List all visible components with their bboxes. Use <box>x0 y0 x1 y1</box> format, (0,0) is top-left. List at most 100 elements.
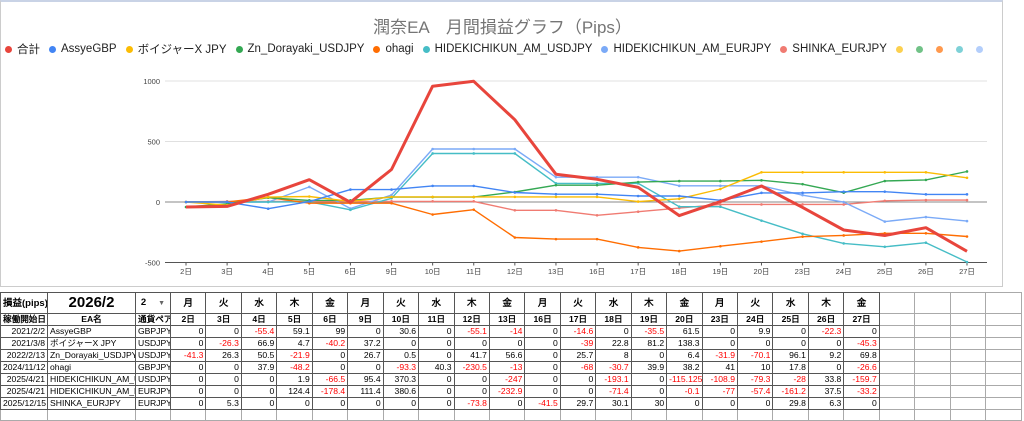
month-select[interactable]: 2 ▼ <box>135 292 171 314</box>
empty-cell[interactable] <box>878 349 916 362</box>
start-date-cell[interactable]: 2025/4/21 <box>0 385 48 398</box>
pips-cell[interactable]: 0 <box>418 325 455 338</box>
pips-cell[interactable]: 6.3 <box>807 397 845 410</box>
pips-cell[interactable]: 22.8 <box>595 337 632 350</box>
empty-cell[interactable] <box>985 361 1022 374</box>
empty-cell[interactable] <box>878 292 916 314</box>
pips-cell[interactable]: -108.9 <box>701 373 739 386</box>
pips-cell[interactable]: 9.9 <box>736 325 774 338</box>
pips-cell[interactable]: 0 <box>418 373 455 386</box>
empty-cell[interactable] <box>985 325 1022 338</box>
legend-dot-icon[interactable] <box>935 45 943 53</box>
legend-item[interactable]: HIDEKICHIKUN_AM_EURJPY <box>601 43 771 55</box>
pips-cell[interactable]: 37.9 <box>240 361 278 374</box>
pips-cell[interactable]: 99 <box>311 325 349 338</box>
pips-cell[interactable]: 0 <box>169 373 207 386</box>
pips-cell[interactable]: 0 <box>382 397 420 410</box>
pips-cell[interactable]: -57.4 <box>736 385 774 398</box>
pips-cell[interactable]: 0 <box>418 337 455 350</box>
empty-cell[interactable] <box>240 409 278 421</box>
pips-cell[interactable]: 0 <box>169 337 207 350</box>
pips-cell[interactable]: -193.1 <box>595 373 632 386</box>
pips-cell[interactable]: 380.6 <box>382 385 420 398</box>
empty-cell[interactable] <box>524 409 561 421</box>
empty-cell[interactable] <box>949 385 987 398</box>
pips-cell[interactable]: 0 <box>807 337 845 350</box>
pips-cell[interactable]: -232.9 <box>488 385 526 398</box>
empty-cell[interactable] <box>559 409 597 421</box>
pips-cell[interactable]: -26.6 <box>843 361 880 374</box>
pips-cell[interactable]: -14 <box>488 325 526 338</box>
pips-cell[interactable]: 0 <box>701 337 739 350</box>
legend-dot-icon[interactable] <box>915 45 923 53</box>
pips-cell[interactable]: -115.125 <box>666 373 703 386</box>
empty-cell[interactable] <box>772 409 809 421</box>
pips-cell[interactable]: -22.3 <box>807 325 845 338</box>
ea-name-cell[interactable]: HIDEKICHIKUN_AM_USDJPY <box>47 373 136 386</box>
pips-cell[interactable]: 0 <box>772 337 809 350</box>
pips-cell[interactable]: -77 <box>701 385 739 398</box>
ea-name-cell[interactable]: ボイジャーX JPY <box>47 337 136 350</box>
pips-cell[interactable]: 0.5 <box>382 349 420 362</box>
currency-pair-cell[interactable]: EURJPY <box>135 397 171 410</box>
pips-cell[interactable]: -161.2 <box>772 385 809 398</box>
pips-cell[interactable]: 56.6 <box>488 349 526 362</box>
pips-cell[interactable]: 0 <box>524 373 561 386</box>
pips-cell[interactable]: 138.3 <box>666 337 703 350</box>
pips-cell[interactable]: 96.1 <box>772 349 809 362</box>
pips-cell[interactable]: -21.9 <box>276 349 313 362</box>
empty-cell[interactable] <box>949 313 987 326</box>
pips-cell[interactable]: 111.4 <box>347 385 384 398</box>
pips-cell[interactable]: 0 <box>524 385 561 398</box>
empty-cell[interactable] <box>914 313 951 326</box>
pips-cell[interactable]: 0 <box>524 361 561 374</box>
pips-cell[interactable]: 1.9 <box>276 373 313 386</box>
pips-cell[interactable]: -178.4 <box>311 385 349 398</box>
pips-cell[interactable]: -70.1 <box>736 349 774 362</box>
pips-cell[interactable]: -30.7 <box>595 361 632 374</box>
ea-name-cell[interactable]: HIDEKICHIKUN_AM_EURJPY <box>47 385 136 398</box>
pips-cell[interactable]: 41.7 <box>453 349 490 362</box>
empty-cell[interactable] <box>949 349 987 362</box>
ea-name-cell[interactable]: Zn_Dorayaki_USDJPY <box>47 349 136 362</box>
pips-cell[interactable]: 17.8 <box>772 361 809 374</box>
empty-cell[interactable] <box>949 292 987 314</box>
pips-cell[interactable]: 0 <box>347 361 384 374</box>
empty-cell[interactable] <box>985 349 1022 362</box>
empty-cell[interactable] <box>878 325 916 338</box>
legend-item[interactable]: AssyeGBP <box>49 43 117 55</box>
pips-cell[interactable]: 0 <box>524 349 561 362</box>
pips-cell[interactable]: 0 <box>347 325 384 338</box>
currency-pair-cell[interactable]: EURJPY <box>135 385 171 398</box>
pips-cell[interactable]: 0 <box>240 397 278 410</box>
pips-cell[interactable]: -45.3 <box>843 337 880 350</box>
pips-cell[interactable]: -0.1 <box>666 385 703 398</box>
pips-cell[interactable]: 30.6 <box>382 325 420 338</box>
pips-cell[interactable]: 0 <box>666 397 703 410</box>
pips-cell[interactable]: 0 <box>630 385 668 398</box>
pips-cell[interactable]: 0 <box>630 349 668 362</box>
start-date-cell[interactable]: 2021/3/8 <box>0 337 48 350</box>
pips-cell[interactable]: -79.3 <box>736 373 774 386</box>
pips-cell[interactable]: 0 <box>311 397 349 410</box>
pips-cell[interactable]: -159.7 <box>843 373 880 386</box>
empty-cell[interactable] <box>878 397 916 410</box>
empty-cell[interactable] <box>949 325 987 338</box>
pips-cell[interactable]: 38.2 <box>666 361 703 374</box>
pips-cell[interactable]: 0 <box>382 337 420 350</box>
pips-cell[interactable]: 81.2 <box>630 337 668 350</box>
pips-cell[interactable]: 0 <box>488 337 526 350</box>
pips-cell[interactable]: 0 <box>807 361 845 374</box>
legend-dot-icon[interactable] <box>895 45 903 53</box>
pips-cell[interactable]: 0 <box>843 325 880 338</box>
empty-cell[interactable] <box>595 409 632 421</box>
legend-item[interactable]: ohagi <box>373 43 414 55</box>
empty-cell[interactable] <box>418 409 455 421</box>
start-date-cell[interactable]: 2022/2/13 <box>0 349 48 362</box>
pips-cell[interactable]: -33.2 <box>843 385 880 398</box>
empty-cell[interactable] <box>914 397 951 410</box>
pips-cell[interactable]: 0 <box>169 397 207 410</box>
legend-item[interactable]: ボイジャーX JPY <box>125 41 227 57</box>
empty-cell[interactable] <box>949 397 987 410</box>
pips-cell[interactable]: 0 <box>240 373 278 386</box>
